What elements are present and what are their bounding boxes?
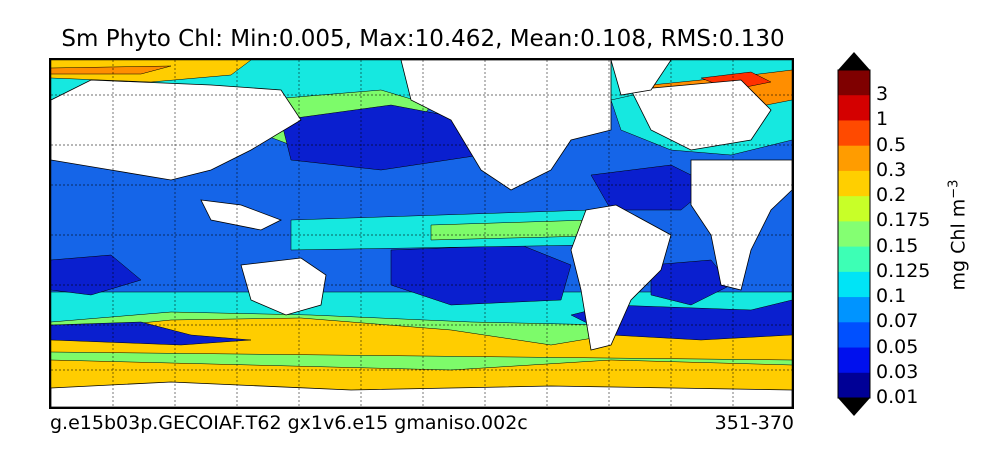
colorbar-extend-bottom xyxy=(838,398,870,416)
africa xyxy=(690,159,792,291)
graticule xyxy=(51,60,792,407)
indian-ocean-gyre xyxy=(51,254,142,296)
colorbar-tick-label: 0.01 xyxy=(876,386,919,408)
colorbar-outline xyxy=(837,69,871,399)
colorbar-tick-label: 0.05 xyxy=(876,335,919,358)
colorbar-tick-label: 0.1 xyxy=(876,285,907,308)
colorbar-segment xyxy=(838,170,870,197)
colorbar-graphic xyxy=(837,52,871,416)
southern-ocean-blue-band xyxy=(51,321,252,346)
greenland xyxy=(610,60,672,96)
years-label: 351-370 xyxy=(714,412,794,434)
colorbar-tick-label: 0.07 xyxy=(876,310,919,333)
colorbar-tick-label: 0.15 xyxy=(876,234,919,257)
run-id-label: g.e15b03p.GECOIAF.T62 gx1v6.e15 gmaniso.… xyxy=(50,412,528,434)
colorbar-segment xyxy=(838,297,870,323)
colorbar-segment xyxy=(838,322,870,349)
colorbar-tick-label: 0.175 xyxy=(876,209,931,232)
colorbar-segment xyxy=(838,347,870,374)
colorbar-tick-label: 0.3 xyxy=(876,158,907,181)
colorbar-tick-label: 0.5 xyxy=(876,133,907,156)
unit-text: mg Chl m xyxy=(947,198,970,291)
south-america xyxy=(570,204,672,351)
map-panel xyxy=(49,58,794,409)
colorbar-tick-label: 0.2 xyxy=(876,184,907,207)
arctic-orange xyxy=(51,65,172,75)
europe xyxy=(630,79,772,151)
colorbar-segment xyxy=(838,70,870,96)
colorbar-segment xyxy=(838,95,870,121)
colorbar-tick-label: 1 xyxy=(876,108,889,131)
colorbar-segment xyxy=(838,221,870,248)
colorbar-segment xyxy=(838,145,870,172)
australia xyxy=(240,257,327,316)
colorbar xyxy=(837,52,871,416)
colorbar-tick-label: 0.03 xyxy=(876,360,919,383)
eurasia xyxy=(51,79,302,181)
unit-exponent: −3 xyxy=(946,179,962,199)
colorbar-segment xyxy=(838,372,870,399)
southeast-asia-islands xyxy=(200,199,282,231)
colorbar-segment xyxy=(838,120,870,147)
colorbar-segment xyxy=(838,246,870,273)
chlorophyll-map xyxy=(51,60,792,407)
north-america xyxy=(400,60,612,191)
antarctica xyxy=(51,381,792,407)
colorbar-tick-label: 3 xyxy=(876,83,889,106)
chart-title: Sm Phyto Chl: Min:0.005, Max:10.462, Mea… xyxy=(61,26,785,52)
colorbar-segment xyxy=(838,271,870,298)
colorbar-segment xyxy=(838,196,870,222)
colorbar-extend-top xyxy=(838,52,870,70)
colorbar-tick-label: 0.125 xyxy=(876,259,931,282)
colorbar-unit-label: mg Chl m−3 xyxy=(946,180,969,291)
